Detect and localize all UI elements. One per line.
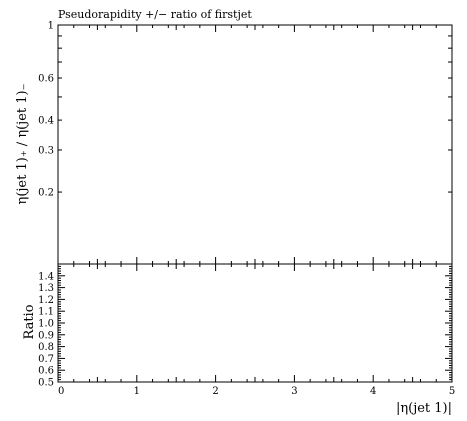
main-ytick-label: 0.6 (38, 74, 54, 85)
ratio-ticks (57, 263, 453, 383)
ratio-ytick-label: 0.9 (38, 330, 54, 341)
ratio-ytick-label: 0.7 (38, 354, 54, 365)
ratio-xtick-label: 2 (212, 386, 218, 397)
ratio-ytick-label: 0.5 (38, 378, 54, 389)
ratio-xtick-label: 5 (449, 386, 455, 397)
ratio-xtick-label: 3 (291, 386, 297, 397)
ratio-xtick-label: 4 (370, 386, 376, 397)
ratio-ytick-label: 1.4 (38, 271, 54, 282)
ratio-ytick-label: 0.6 (38, 366, 54, 377)
ratio-ytick-label: 0.8 (38, 342, 54, 353)
ratio-xtick-label: 1 (134, 386, 140, 397)
ratio-y-axis-title: Ratio (22, 304, 37, 339)
x-axis-title: |η(jet 1)| (396, 401, 452, 416)
main-ytick-label: 0.4 (38, 116, 54, 127)
ratio-ytick-label: 1.2 (38, 295, 54, 306)
main-plot-frame (57, 24, 453, 265)
main-y-axis-title: η(jet 1)₊ / η(jet 1)₋ (15, 84, 30, 205)
ratio-xtick-label: 0 (58, 386, 64, 397)
ratio-xtick-labels: 0 1 2 3 4 5 (58, 386, 455, 397)
ratio-ytick-labels: 0.50.60.70.80.91.01.11.21.31.4 (38, 271, 54, 388)
main-ytick-label: 0.2 (38, 188, 54, 199)
ratio-panel: 0.50.60.70.80.91.01.11.21.31.4 0 1 2 3 4 5 Ra… (22, 263, 455, 416)
main-ytick-label: 0.3 (38, 145, 54, 156)
main-ticks (57, 24, 453, 265)
main-ytick-labels: 1 0.6 0.4 0.3 0.2 (38, 21, 54, 199)
ratio-plot-frame (57, 263, 453, 383)
main-ytick-label: 1 (48, 21, 54, 32)
main-panel: 1 0.6 0.4 0.3 0.2 Pseudorapidity +/− ratio o… (15, 8, 453, 265)
plot-title: Pseudorapidity +/− ratio of firstjet (58, 8, 252, 21)
ratio-ytick-label: 1.3 (38, 283, 54, 294)
ratio-ytick-label: 1.0 (38, 319, 54, 330)
ratio-ytick-label: 1.1 (38, 307, 54, 318)
